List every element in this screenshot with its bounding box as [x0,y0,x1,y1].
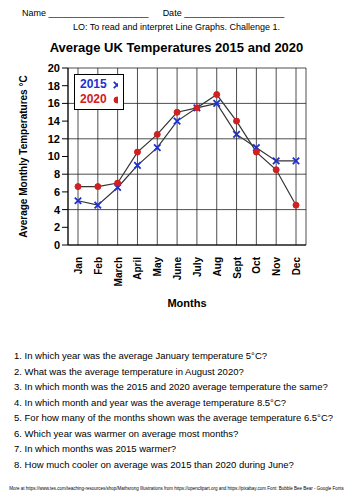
html-text:1. In which year was the avera: 1. In which year was the average January… [14,350,267,361]
svg-text:12: 12 [48,133,60,145]
html-text:8. How much cooler on average: 8. How much cooler on average was 2015 t… [14,458,294,470]
html-text:4. In which month and year was: 4. In which month and year was the avera… [14,396,287,408]
svg-text:14: 14 [48,115,61,127]
svg-text:8: 8 [54,168,60,180]
svg-text:Months: Months [167,297,206,309]
svg-text:18: 18 [48,80,60,92]
svg-text:Feb: Feb [93,257,104,275]
svg-text:10: 10 [48,150,60,162]
svg-text:Aug: Aug [212,257,223,276]
svg-text:Sept: Sept [232,256,243,278]
svg-text:Nov: Nov [271,257,282,276]
html-text:6. Which year was warmer on av: 6. Which year was warmer on average most… [14,427,239,439]
html-text:Date ____________________: Date ____________________ [162,8,285,18]
html-text:3. In which month was the 2015: 3. In which month was the 2015 and 2020 … [14,381,328,392]
html-text:7. In which months was 2015 wa: 7. In which months was 2015 warmer? [14,443,177,454]
svg-text:2: 2 [54,221,60,233]
html-text:2015: 2015 [80,77,107,91]
svg-text:0: 0 [54,239,60,251]
svg-text:May: May [152,257,163,277]
svg-text:Dec: Dec [291,257,302,276]
svg-text:April: April [132,257,143,280]
svg-text:16: 16 [48,97,60,109]
html-text:2020: 2020 [80,92,107,106]
html-text:2. What was the average temper: 2. What was the average temperature in A… [14,365,244,377]
html-text:5. For how many of the months: 5. For how many of the months shown was … [14,412,334,423]
svg-text:Oct: Oct [251,256,262,273]
svg-text:4: 4 [54,204,61,216]
svg-text:20: 20 [48,62,60,74]
svg-text:July: July [192,257,203,277]
html-text:More at https://www.tes.com/te: More at https://www.tes.com/teaching-res… [9,486,344,491]
html-text:LO: To read and interpret Line: LO: To read and interpret Line Graphs. C… [73,22,280,32]
svg-text:6: 6 [54,186,60,198]
svg-text:Average Monthly Temperatures °: Average Monthly Temperatures °C [18,75,29,237]
svg-text:March: March [113,257,124,286]
html-text:Average UK Temperatures 2015 a: Average UK Temperatures 2015 and 2020 [49,40,304,55]
svg-text:June: June [172,257,183,281]
html-text:Name ____________________: Name ____________________ [22,8,149,18]
svg-text:Jan: Jan [73,257,84,274]
